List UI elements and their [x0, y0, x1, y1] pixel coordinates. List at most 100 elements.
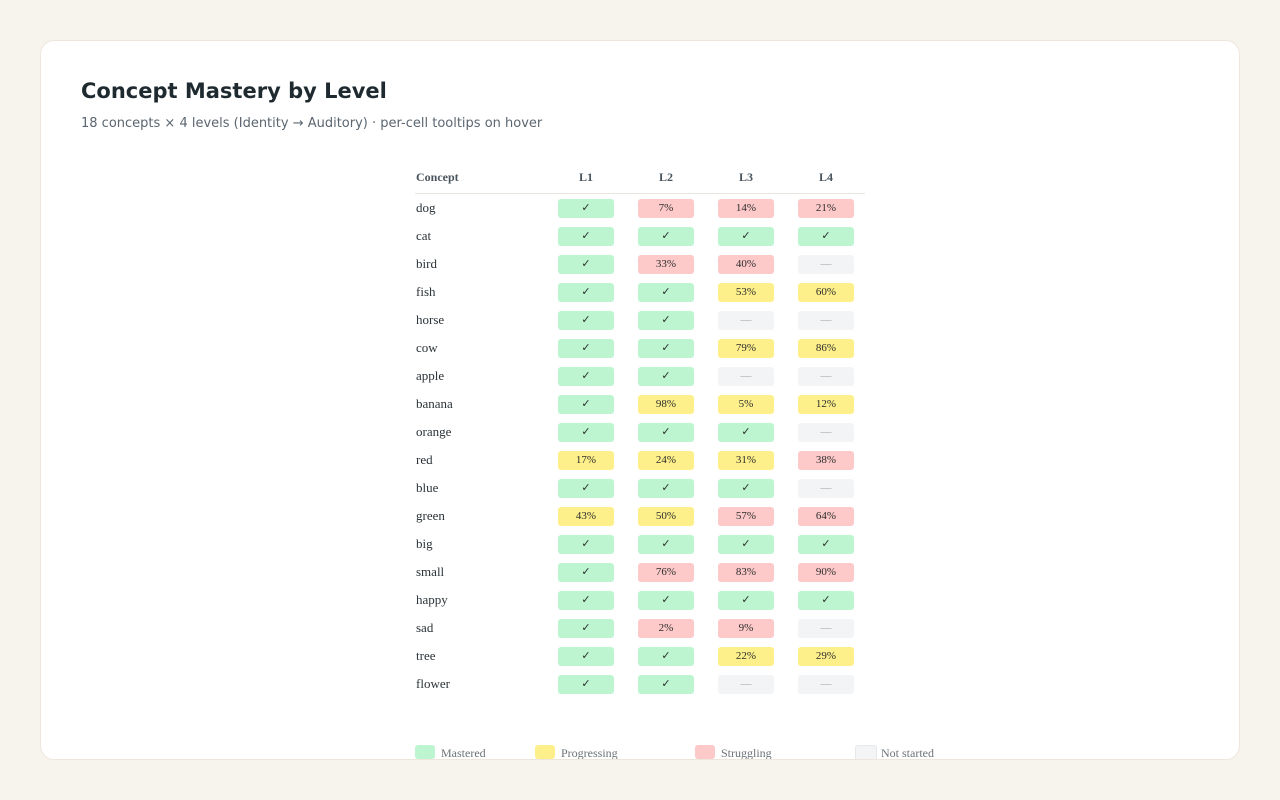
mastery-cell[interactable]: ✓ — [798, 535, 854, 554]
column-header-l3: L3 — [738, 170, 753, 184]
mastery-cell[interactable]: 22% — [718, 647, 774, 666]
mastery-cell[interactable]: ✓ — [558, 479, 614, 498]
mastery-cell[interactable]: 21% — [798, 199, 854, 218]
page-title: Concept Mastery by Level — [81, 79, 387, 103]
mastery-cell[interactable]: ✓ — [558, 199, 614, 218]
mastery-cell[interactable]: ✓ — [638, 591, 694, 610]
mastery-cell[interactable]: 43% — [558, 507, 614, 526]
mastery-cell[interactable]: — — [718, 311, 774, 330]
mastery-cell[interactable]: ✓ — [638, 479, 694, 498]
mastery-card: Concept Mastery by Level 18 concepts × 4… — [40, 40, 1240, 760]
mastery-cell[interactable]: ✓ — [718, 535, 774, 554]
legend-swatch — [535, 745, 555, 759]
mastery-cell[interactable]: 31% — [718, 451, 774, 470]
mastery-cell[interactable]: — — [718, 367, 774, 386]
legend-label: Not started — [881, 746, 934, 760]
legend-label: Mastered — [441, 746, 486, 760]
mastery-cell[interactable]: — — [798, 423, 854, 442]
mastery-cell[interactable]: ✓ — [558, 339, 614, 358]
mastery-cell[interactable]: 57% — [718, 507, 774, 526]
mastery-cell[interactable]: ✓ — [638, 675, 694, 694]
mastery-cell[interactable]: ✓ — [798, 591, 854, 610]
matrix-body: dog ✓ 7% 14% 21% cat ✓ ✓ ✓ ✓ bird ✓ 33% 40% — fish ✓ ✓ 53%… — [415, 194, 865, 698]
concept-label: apple — [416, 368, 445, 383]
matrix-row: green 43% 50% 57% 64% — [415, 502, 865, 530]
mastery-cell[interactable]: 29% — [798, 647, 854, 666]
mastery-cell[interactable]: 98% — [638, 395, 694, 414]
mastery-cell[interactable]: — — [798, 619, 854, 638]
column-header-l1: L1 — [578, 170, 593, 184]
mastery-cell[interactable]: ✓ — [798, 227, 854, 246]
column-header-l4: L4 — [818, 170, 833, 184]
mastery-cell[interactable]: ✓ — [638, 227, 694, 246]
mastery-cell[interactable]: — — [798, 675, 854, 694]
matrix-row: fish ✓ ✓ 53% 60% — [415, 278, 865, 306]
mastery-cell[interactable]: ✓ — [558, 563, 614, 582]
mastery-cell[interactable]: 17% — [558, 451, 614, 470]
mastery-cell[interactable]: 76% — [638, 563, 694, 582]
mastery-cell[interactable]: ✓ — [558, 227, 614, 246]
mastery-cell[interactable]: 86% — [798, 339, 854, 358]
mastery-cell[interactable]: ✓ — [638, 367, 694, 386]
mastery-cell[interactable]: 79% — [718, 339, 774, 358]
mastery-cell[interactable]: 2% — [638, 619, 694, 638]
matrix-row: blue ✓ ✓ ✓ — — [415, 474, 865, 502]
mastery-cell[interactable]: 7% — [638, 199, 694, 218]
mastery-cell[interactable]: ✓ — [558, 535, 614, 554]
mastery-cell[interactable]: ✓ — [718, 423, 774, 442]
mastery-cell[interactable]: ✓ — [718, 479, 774, 498]
mastery-cell[interactable]: 90% — [798, 563, 854, 582]
matrix-row: tree ✓ ✓ 22% 29% — [415, 642, 865, 670]
mastery-cell[interactable]: 33% — [638, 255, 694, 274]
concept-label: green — [416, 508, 445, 523]
concept-label: sad — [416, 620, 434, 635]
legend-swatch — [855, 745, 877, 759]
mastery-cell[interactable]: 5% — [718, 395, 774, 414]
concept-label: blue — [416, 480, 439, 495]
mastery-cell[interactable]: 40% — [718, 255, 774, 274]
legend: Mastered Progressing Struggling Not started — [415, 745, 1015, 760]
mastery-cell[interactable]: — — [718, 675, 774, 694]
mastery-cell[interactable]: ✓ — [558, 367, 614, 386]
mastery-cell[interactable]: 9% — [718, 619, 774, 638]
mastery-cell[interactable]: ✓ — [558, 283, 614, 302]
mastery-cell[interactable]: ✓ — [558, 423, 614, 442]
mastery-cell[interactable]: 24% — [638, 451, 694, 470]
concept-label: horse — [416, 312, 445, 327]
concept-label: small — [416, 564, 445, 579]
mastery-cell[interactable]: — — [798, 479, 854, 498]
legend-swatch — [695, 745, 715, 759]
mastery-cell[interactable]: ✓ — [718, 227, 774, 246]
matrix-header-row: Concept L1 L2 L3 L4 — [415, 163, 865, 194]
mastery-cell[interactable]: ✓ — [558, 619, 614, 638]
matrix-row: small ✓ 76% 83% 90% — [415, 558, 865, 586]
mastery-cell[interactable]: ✓ — [638, 647, 694, 666]
mastery-cell[interactable]: ✓ — [638, 339, 694, 358]
mastery-cell[interactable]: ✓ — [638, 283, 694, 302]
mastery-cell[interactable]: 12% — [798, 395, 854, 414]
mastery-cell[interactable]: ✓ — [558, 647, 614, 666]
mastery-cell[interactable]: 50% — [638, 507, 694, 526]
mastery-cell[interactable]: ✓ — [718, 591, 774, 610]
mastery-cell[interactable]: 38% — [798, 451, 854, 470]
mastery-cell[interactable]: 53% — [718, 283, 774, 302]
mastery-cell[interactable]: ✓ — [558, 311, 614, 330]
mastery-cell[interactable]: ✓ — [638, 311, 694, 330]
mastery-cell[interactable]: ✓ — [638, 535, 694, 554]
mastery-cell[interactable]: — — [798, 367, 854, 386]
mastery-cell[interactable]: — — [798, 311, 854, 330]
concept-label: flower — [416, 676, 450, 691]
mastery-cell[interactable]: ✓ — [558, 395, 614, 414]
concept-label: happy — [416, 592, 448, 607]
mastery-cell[interactable]: 14% — [718, 199, 774, 218]
mastery-cell[interactable]: 83% — [718, 563, 774, 582]
mastery-cell[interactable]: — — [798, 255, 854, 274]
mastery-cell[interactable]: ✓ — [558, 675, 614, 694]
concept-label: banana — [416, 396, 453, 411]
mastery-cell[interactable]: ✓ — [558, 255, 614, 274]
matrix-row: cat ✓ ✓ ✓ ✓ — [415, 222, 865, 250]
mastery-cell[interactable]: ✓ — [638, 423, 694, 442]
mastery-cell[interactable]: 60% — [798, 283, 854, 302]
mastery-cell[interactable]: 64% — [798, 507, 854, 526]
mastery-cell[interactable]: ✓ — [558, 591, 614, 610]
